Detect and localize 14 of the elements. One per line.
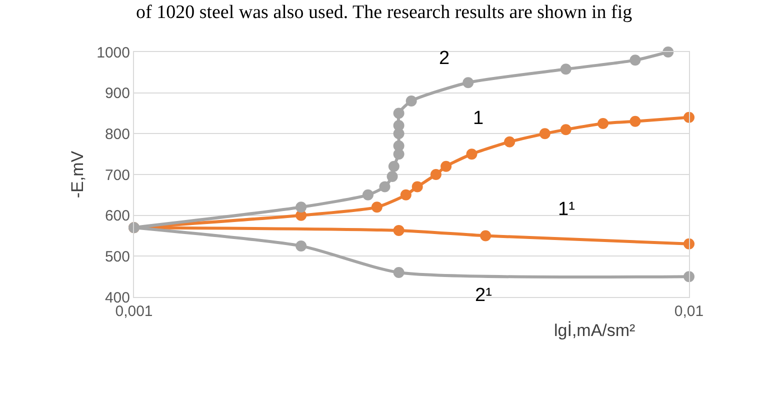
text: of 1020 steel was also used. The research results are shown in fig (136, 2, 633, 23)
y-tick-label: 500 (104, 248, 130, 266)
x-tick-label: 0,01 (674, 303, 704, 320)
y-tick-label: 700 (104, 166, 130, 184)
x-axis-title: lgİ,mA/sm² (554, 321, 636, 340)
y-axis-title: -E,mV (68, 150, 88, 198)
y-tick-label: 900 (104, 85, 130, 102)
y-tick-label: 800 (104, 126, 130, 143)
series-label: 1 (473, 108, 484, 129)
series-label: 2¹ (475, 285, 492, 306)
y-tick-label: 1000 (96, 44, 130, 62)
series-label: 2 (439, 48, 450, 69)
y-tick-label: 600 (104, 208, 130, 225)
series-label: 1¹ (558, 199, 575, 220)
